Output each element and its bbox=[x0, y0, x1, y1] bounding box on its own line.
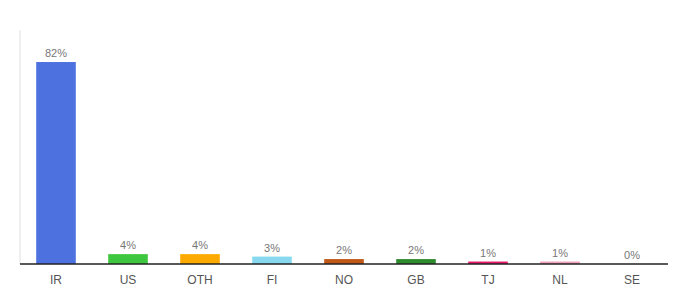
x-tick-label: FI bbox=[267, 273, 278, 287]
data-label: 4% bbox=[192, 239, 208, 251]
y-axis-line bbox=[20, 30, 21, 264]
x-tick-label: IR bbox=[50, 273, 62, 287]
chart-container: 82% 4% 4% 3% 2% 2% 1% 1% 0% IR US OTH FI NO GB TJ NL SE bbox=[0, 0, 680, 300]
data-label: 2% bbox=[408, 244, 424, 256]
x-tick-label: SE bbox=[624, 273, 640, 287]
data-label: 1% bbox=[552, 247, 568, 259]
data-label: 82% bbox=[45, 47, 67, 59]
x-axis-line bbox=[20, 263, 668, 265]
x-tick-label: NO bbox=[335, 273, 353, 287]
bar bbox=[36, 62, 76, 264]
data-labels: 82% 4% 4% 3% 2% 2% 1% 1% 0% bbox=[45, 47, 640, 261]
x-tick-label: GB bbox=[407, 273, 424, 287]
data-label: 0% bbox=[624, 249, 640, 261]
data-label: 1% bbox=[480, 247, 496, 259]
data-label: 2% bbox=[336, 244, 352, 256]
data-label: 3% bbox=[264, 242, 280, 254]
x-tick-label: NL bbox=[552, 273, 568, 287]
bar bbox=[108, 254, 148, 264]
chart: 82% 4% 4% 3% 2% 2% 1% 1% 0% IR US OTH FI NO GB TJ NL SE bbox=[0, 0, 680, 300]
x-tick-label: OTH bbox=[187, 273, 212, 287]
x-tick-label: TJ bbox=[481, 273, 494, 287]
x-tick-label: US bbox=[120, 273, 137, 287]
data-label: 4% bbox=[120, 239, 136, 251]
bars bbox=[36, 62, 580, 264]
x-tick-labels: IR US OTH FI NO GB TJ NL SE bbox=[50, 273, 640, 287]
bar bbox=[252, 257, 292, 264]
bar bbox=[180, 254, 220, 264]
